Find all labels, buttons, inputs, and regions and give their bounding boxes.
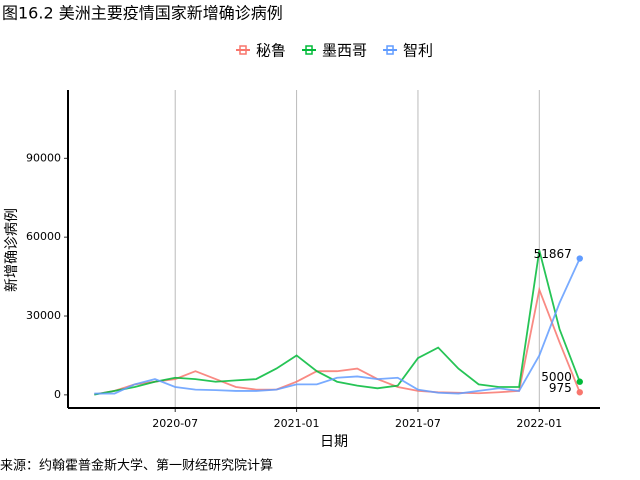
series-line	[94, 286, 581, 396]
y-axis-title: 新增确诊病例	[4, 208, 20, 292]
y-tick-label: 30000	[26, 309, 61, 322]
x-tick-label: 2021-01	[274, 417, 320, 430]
legend-marker	[239, 45, 247, 55]
legend-marker	[305, 45, 313, 55]
y-tick-label: 60000	[26, 230, 61, 243]
legend-marker	[386, 45, 394, 55]
source-note: 来源：约翰霍普金斯大学、第一财经研究院计算	[0, 458, 273, 474]
end-label: 5000	[541, 370, 572, 384]
legend-label: 智利	[403, 42, 433, 60]
end-label: 51867	[534, 247, 572, 261]
x-tick-label: 2022-01	[516, 417, 562, 430]
x-tick-label: 2021-07	[395, 417, 441, 430]
legend-label: 秘鲁	[256, 42, 286, 60]
end-point	[576, 378, 583, 385]
end-point	[576, 255, 583, 262]
x-axis-title: 日期	[320, 434, 348, 450]
series-line	[94, 250, 581, 396]
series-line	[94, 258, 581, 395]
legend-label: 墨西哥	[322, 42, 367, 60]
end-label: 975	[549, 381, 572, 395]
y-tick-label: 0	[54, 388, 61, 401]
end-point	[576, 389, 583, 396]
y-tick-label: 90000	[26, 151, 61, 164]
x-tick-label: 2020-07	[152, 417, 198, 430]
chart-title: 图16.2 美洲主要疫情国家新增确诊病例	[2, 4, 283, 23]
